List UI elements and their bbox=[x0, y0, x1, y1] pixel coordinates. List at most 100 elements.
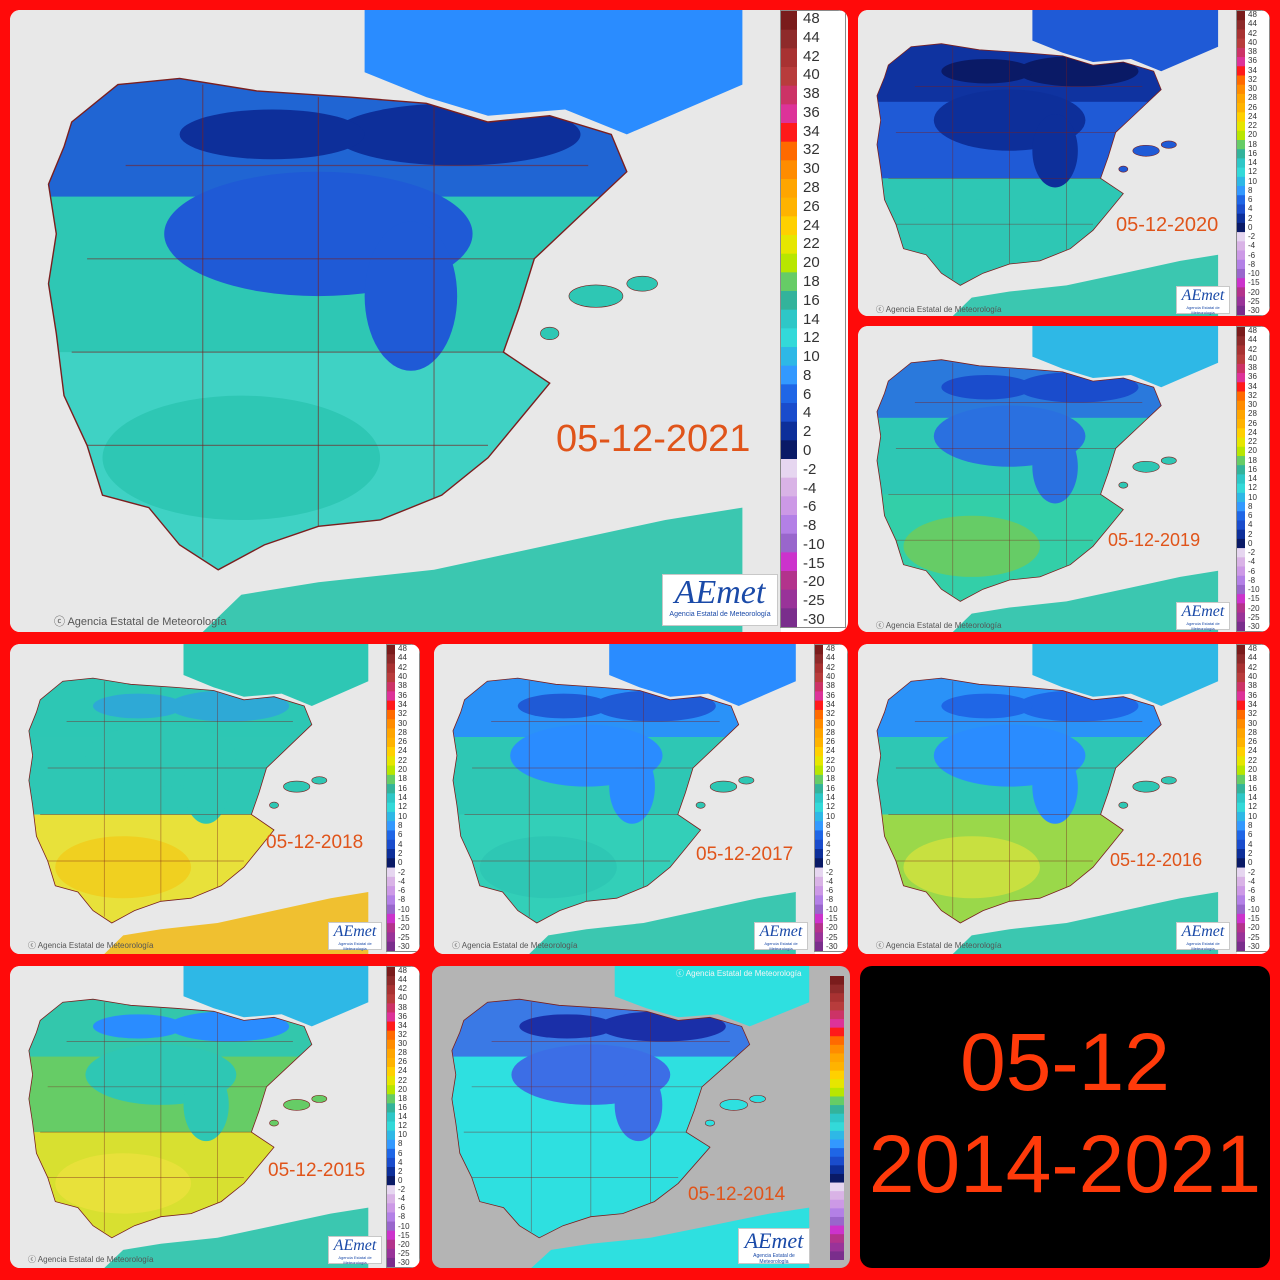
scale-swatch bbox=[387, 1057, 395, 1068]
credit-2021: ⓒ Agencia Estatal de Meteorología bbox=[54, 616, 227, 628]
scale-label: 26 bbox=[803, 197, 820, 215]
scale-label: 38 bbox=[1248, 681, 1257, 691]
scale-label: 36 bbox=[803, 103, 820, 121]
scale-label: 30 bbox=[398, 1039, 407, 1048]
scale-swatch bbox=[781, 403, 797, 423]
scale-swatch bbox=[815, 886, 823, 896]
scale-label: 32 bbox=[826, 709, 835, 719]
scale-swatch bbox=[815, 654, 823, 665]
scale-swatch bbox=[387, 1194, 395, 1204]
scale-swatch bbox=[387, 904, 395, 915]
scale-swatch bbox=[1237, 428, 1245, 439]
scale-swatch bbox=[781, 11, 797, 31]
scale-swatch bbox=[781, 253, 797, 273]
scale-label: 44 bbox=[398, 653, 407, 663]
scale-swatch bbox=[1237, 830, 1245, 841]
scale-label: -4 bbox=[1248, 876, 1256, 886]
scale-swatch bbox=[1237, 645, 1245, 655]
scale-swatch bbox=[1237, 709, 1245, 720]
aemet-logo-2014: AEmet Agencia Estatal de Meteorología bbox=[738, 1228, 810, 1265]
scale-label: -15 bbox=[803, 554, 825, 572]
scale-swatch bbox=[387, 876, 395, 887]
cantabrian-zone bbox=[941, 374, 1033, 400]
balearic-island bbox=[283, 1099, 311, 1111]
scale-swatch bbox=[830, 1096, 844, 1106]
balearic-island bbox=[1118, 801, 1129, 809]
scale-label: 2 bbox=[1248, 848, 1253, 858]
scale-label: 22 bbox=[398, 1075, 407, 1085]
coastline bbox=[452, 677, 740, 924]
scale-label: 40 bbox=[803, 66, 820, 84]
scale-label: 12 bbox=[826, 802, 835, 812]
scale-label: -2 bbox=[1248, 548, 1256, 557]
scale-swatch bbox=[815, 691, 823, 702]
scale-swatch bbox=[1237, 719, 1245, 730]
scale-swatch bbox=[387, 774, 395, 785]
north-africa-region bbox=[202, 507, 743, 632]
scale-swatch bbox=[815, 719, 823, 730]
southwest-zone bbox=[102, 395, 381, 521]
scale-label: -30 bbox=[803, 611, 825, 628]
scale-swatch bbox=[815, 876, 823, 887]
scale-swatch bbox=[830, 1113, 844, 1123]
scale-label: 48 bbox=[1248, 326, 1257, 335]
scale-label: 2 bbox=[826, 848, 831, 858]
scale-swatch bbox=[1237, 455, 1245, 466]
scale-swatch bbox=[781, 197, 797, 217]
scale-swatch bbox=[830, 1139, 844, 1149]
scale-swatch bbox=[781, 67, 797, 87]
scale-label: 10 bbox=[1248, 176, 1257, 186]
scale-swatch bbox=[1237, 222, 1245, 233]
scale-swatch bbox=[387, 793, 395, 804]
scale-label: 4 bbox=[1248, 839, 1253, 849]
scale-label: 36 bbox=[1248, 690, 1257, 700]
scale-label: -4 bbox=[803, 479, 817, 497]
scale-swatch bbox=[1237, 876, 1245, 887]
scale-label: -8 bbox=[1248, 575, 1256, 585]
scale-label: 6 bbox=[1248, 195, 1253, 204]
scale-label: 24 bbox=[1248, 746, 1257, 756]
scale-label: 8 bbox=[398, 820, 403, 830]
scale-swatch bbox=[781, 48, 797, 68]
scale-swatch bbox=[1237, 437, 1245, 448]
scale-swatch bbox=[781, 123, 797, 143]
scale-label: -10 bbox=[398, 1221, 410, 1231]
scale-swatch bbox=[1237, 213, 1245, 224]
balearic-island bbox=[704, 1119, 716, 1127]
scale-label: -2 bbox=[1248, 867, 1256, 877]
scale-swatch bbox=[1237, 305, 1245, 315]
scale-label: 10 bbox=[803, 348, 820, 366]
scale-swatch bbox=[1237, 941, 1245, 951]
scale-swatch bbox=[1237, 802, 1245, 813]
scale-swatch bbox=[1237, 186, 1245, 196]
scale-swatch bbox=[781, 179, 797, 199]
map-panel-2019: 05-12-2019 ⓒ Agencia Estatal de Meteorol… bbox=[858, 326, 1270, 632]
scale-swatch bbox=[1237, 603, 1245, 614]
scale-label: 2 bbox=[398, 848, 403, 858]
scale-swatch bbox=[387, 1130, 395, 1141]
scale-swatch bbox=[781, 533, 797, 553]
scale-swatch bbox=[815, 765, 823, 776]
scale-label: 32 bbox=[1248, 709, 1257, 719]
southwest-zone bbox=[903, 836, 1040, 899]
aemet-logo-2017: AEmet Agencia Estatal de Meteorología bbox=[754, 922, 808, 951]
scale-label: 44 bbox=[1248, 653, 1257, 663]
temperature-map-2014 bbox=[432, 966, 830, 1268]
scale-swatch bbox=[387, 737, 395, 748]
cantabrian-zone bbox=[519, 1014, 615, 1039]
scale-label: -4 bbox=[1248, 241, 1256, 251]
balearic-island bbox=[1118, 481, 1129, 489]
scale-label: 32 bbox=[398, 709, 407, 719]
scale-label: 4 bbox=[398, 1157, 403, 1167]
cantabrian-zone bbox=[179, 109, 365, 160]
scale-swatch bbox=[1237, 167, 1245, 178]
scale-swatch bbox=[781, 477, 797, 497]
scale-swatch bbox=[815, 663, 823, 674]
scale-swatch bbox=[781, 347, 797, 367]
scale-label: -30 bbox=[1248, 942, 1260, 951]
scale-label: 40 bbox=[398, 993, 407, 1003]
scale-label: -6 bbox=[1248, 566, 1256, 576]
scale-swatch bbox=[387, 1112, 395, 1123]
balearic-island bbox=[1118, 165, 1129, 173]
scale-label: 42 bbox=[1248, 28, 1257, 38]
